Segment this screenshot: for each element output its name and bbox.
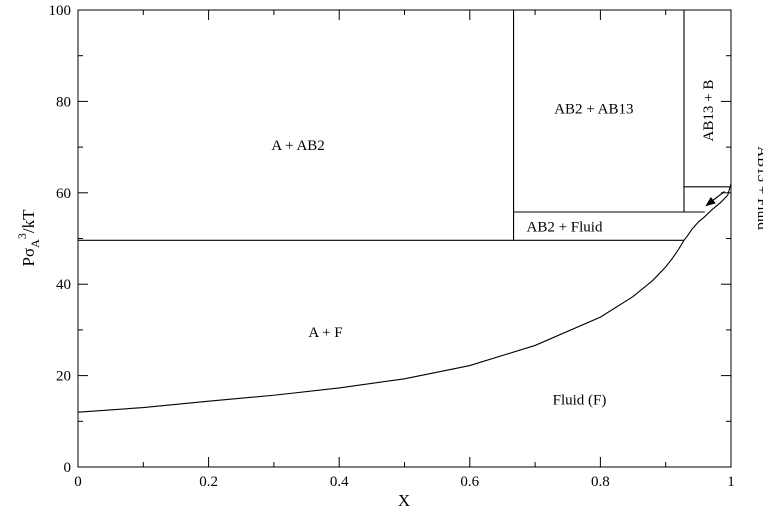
x-tick-label: 0.6 — [460, 474, 479, 490]
ab13-fluid-arrow — [705, 190, 725, 207]
axis-tick-labels: 0 0.2 0.4 0.6 0.8 1 0 20 40 60 80 100 — [49, 3, 735, 490]
plot-frame — [77, 9, 732, 468]
y-axis-title: PσA3/kT — [15, 209, 42, 267]
y-tick-label: 80 — [56, 94, 71, 110]
x-tick-label: 0.4 — [330, 474, 349, 490]
y-tick-label: 100 — [49, 3, 72, 19]
x-tick-label: 0 — [74, 474, 82, 490]
x-tick-label: 1 — [727, 474, 735, 490]
y-tick-label: 60 — [56, 186, 71, 202]
region-labels: A + AB2 AB2 + AB13 AB13 + B AB2 + Fluid A + … — [271, 80, 717, 409]
x-axis-title: X — [398, 491, 410, 510]
region-label: A + F — [308, 325, 342, 341]
phase-boundaries — [77, 10, 732, 413]
ab13-fluid-label: AB13 + Fluid — [754, 146, 763, 230]
region-label: A + AB2 — [271, 138, 324, 154]
x-tick-label: 0.2 — [199, 474, 218, 490]
axis-ticks — [77, 9, 732, 468]
x-tick-label: 0.8 — [591, 474, 610, 490]
coexistence-curve — [77, 183, 732, 413]
region-label: AB2 + AB13 — [554, 101, 633, 117]
y-tick-label: 0 — [64, 460, 72, 476]
y-tick-label: 20 — [56, 369, 71, 385]
region-label: Fluid (F) — [553, 392, 607, 408]
region-label: AB2 + Fluid — [526, 220, 602, 236]
region-label: AB13 + B — [701, 80, 717, 142]
y-tick-label: 40 — [56, 277, 71, 293]
